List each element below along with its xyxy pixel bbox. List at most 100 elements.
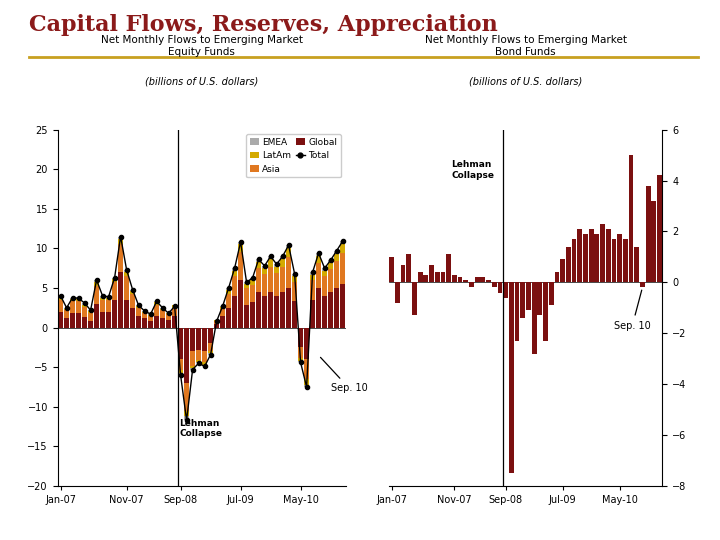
Bar <box>262 296 267 328</box>
Bar <box>190 328 195 352</box>
Bar <box>446 254 451 282</box>
Bar <box>58 298 63 300</box>
Bar <box>124 300 129 328</box>
Bar <box>100 300 105 312</box>
Text: (billions of U.S. dollars): (billions of U.S. dollars) <box>469 76 582 86</box>
Bar <box>280 292 285 328</box>
Bar <box>142 311 147 312</box>
Bar <box>334 261 339 288</box>
Bar <box>298 328 303 347</box>
Bar <box>136 316 141 328</box>
Text: Net Monthly Flows to Emerging Market
Equity Funds: Net Monthly Flows to Emerging Market Equ… <box>101 35 302 57</box>
Bar <box>498 282 503 293</box>
Bar <box>480 277 485 282</box>
Bar <box>395 282 400 303</box>
Bar <box>503 282 508 298</box>
Bar <box>148 316 153 321</box>
Bar <box>280 267 285 292</box>
Bar <box>617 234 622 282</box>
Bar <box>226 288 231 289</box>
Bar <box>441 272 446 282</box>
Bar <box>130 291 135 294</box>
Bar <box>577 229 582 282</box>
Bar <box>250 302 255 328</box>
Bar <box>184 411 189 416</box>
Bar <box>136 306 141 308</box>
Bar <box>112 279 117 282</box>
Bar <box>340 253 345 284</box>
Bar <box>190 366 195 368</box>
Bar <box>316 253 321 255</box>
Bar <box>629 155 634 282</box>
Bar <box>600 224 605 282</box>
Bar <box>304 384 309 387</box>
Bar <box>64 318 69 328</box>
Bar <box>214 320 219 321</box>
Bar <box>292 282 297 301</box>
Bar <box>196 350 201 360</box>
Bar <box>160 310 165 318</box>
Bar <box>208 352 213 353</box>
Bar <box>214 321 219 325</box>
Bar <box>634 247 639 282</box>
Bar <box>154 316 159 328</box>
Bar <box>118 239 123 245</box>
Bar <box>566 247 571 282</box>
Bar <box>572 239 577 282</box>
Bar <box>286 245 291 248</box>
Bar <box>334 254 339 261</box>
Bar <box>220 316 225 328</box>
Bar <box>70 298 75 299</box>
Bar <box>112 278 117 279</box>
Bar <box>106 300 111 312</box>
Bar <box>100 312 105 328</box>
Bar <box>611 239 616 282</box>
Bar <box>196 362 201 363</box>
Bar <box>435 272 440 282</box>
Bar <box>70 313 75 328</box>
Bar <box>280 260 285 267</box>
Bar <box>196 360 201 362</box>
Bar <box>82 305 87 307</box>
Bar <box>178 370 183 373</box>
Bar <box>322 271 327 276</box>
Bar <box>412 282 417 315</box>
Bar <box>274 273 279 296</box>
Bar <box>652 201 656 282</box>
Bar <box>400 265 405 282</box>
Bar <box>142 318 147 328</box>
Bar <box>208 343 213 352</box>
Bar <box>469 282 474 287</box>
Bar <box>292 274 297 276</box>
Bar <box>268 260 273 267</box>
Bar <box>292 276 297 282</box>
Legend: EMEA, LatAm, Asia, Global, Total: EMEA, LatAm, Asia, Global, Total <box>246 134 341 177</box>
Bar <box>154 305 159 316</box>
Text: Net Monthly Flows to Emerging Market
Bond Funds: Net Monthly Flows to Emerging Market Bon… <box>425 35 626 57</box>
Bar <box>340 241 345 245</box>
Bar <box>521 282 525 318</box>
Bar <box>298 347 303 359</box>
Bar <box>304 359 309 379</box>
Bar <box>244 288 249 306</box>
Bar <box>148 315 153 316</box>
Bar <box>492 282 497 287</box>
Bar <box>310 272 315 274</box>
Bar <box>76 313 81 328</box>
Bar <box>220 307 225 308</box>
Bar <box>100 296 105 298</box>
Bar <box>537 282 542 315</box>
Bar <box>250 280 255 285</box>
Bar <box>256 268 261 292</box>
Bar <box>166 320 171 328</box>
Bar <box>82 318 87 328</box>
Bar <box>226 289 231 294</box>
Bar <box>286 288 291 328</box>
Bar <box>124 270 129 272</box>
Bar <box>118 245 123 272</box>
Bar <box>232 296 237 328</box>
Bar <box>202 352 207 362</box>
Bar <box>100 298 105 300</box>
Bar <box>390 257 394 282</box>
Bar <box>316 262 321 288</box>
